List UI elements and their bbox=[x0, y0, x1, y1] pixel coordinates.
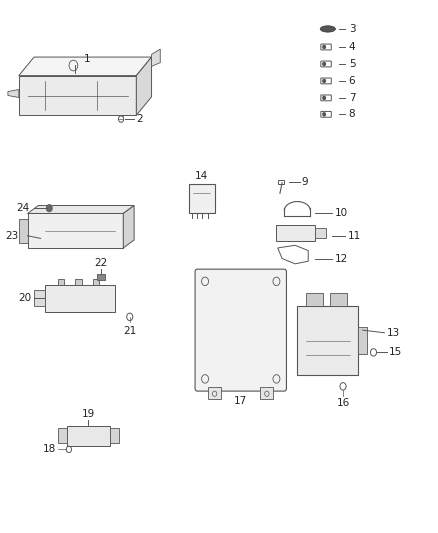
Bar bbox=[278, 180, 284, 184]
Bar bbox=[58, 279, 64, 285]
Bar bbox=[208, 387, 221, 399]
Polygon shape bbox=[28, 214, 123, 248]
Bar bbox=[34, 290, 45, 306]
Bar bbox=[330, 293, 347, 306]
Text: 18: 18 bbox=[42, 445, 56, 455]
Bar bbox=[315, 228, 325, 238]
Text: 19: 19 bbox=[82, 409, 95, 419]
Text: 21: 21 bbox=[123, 326, 136, 336]
Ellipse shape bbox=[320, 26, 336, 32]
Text: 7: 7 bbox=[349, 93, 355, 103]
Text: 20: 20 bbox=[19, 293, 32, 303]
Text: 5: 5 bbox=[349, 59, 355, 69]
Text: 2: 2 bbox=[136, 114, 143, 124]
Polygon shape bbox=[8, 90, 19, 98]
FancyBboxPatch shape bbox=[195, 269, 286, 391]
Bar bbox=[75, 279, 82, 285]
Bar bbox=[358, 327, 367, 354]
Bar bbox=[306, 293, 323, 306]
Circle shape bbox=[323, 45, 325, 49]
Text: 6: 6 bbox=[349, 76, 355, 86]
Circle shape bbox=[46, 205, 52, 212]
Bar bbox=[110, 428, 119, 443]
Bar bbox=[45, 285, 115, 312]
Text: 3: 3 bbox=[349, 24, 355, 34]
Circle shape bbox=[323, 96, 325, 100]
Bar bbox=[260, 387, 273, 399]
Circle shape bbox=[323, 79, 325, 83]
Bar bbox=[297, 306, 358, 375]
Text: 15: 15 bbox=[389, 348, 402, 358]
Polygon shape bbox=[136, 57, 152, 115]
Bar bbox=[58, 428, 67, 443]
Text: 13: 13 bbox=[387, 328, 400, 338]
Polygon shape bbox=[28, 206, 134, 214]
Text: 16: 16 bbox=[336, 398, 350, 408]
Polygon shape bbox=[19, 219, 28, 243]
Text: 12: 12 bbox=[334, 254, 348, 263]
Bar bbox=[97, 274, 105, 280]
Circle shape bbox=[323, 62, 325, 66]
Text: 11: 11 bbox=[347, 231, 360, 241]
Bar bbox=[67, 425, 110, 446]
Text: 10: 10 bbox=[334, 208, 347, 219]
Circle shape bbox=[323, 113, 325, 116]
Text: 17: 17 bbox=[234, 397, 247, 406]
Text: 8: 8 bbox=[349, 109, 355, 119]
Polygon shape bbox=[19, 57, 152, 76]
Polygon shape bbox=[123, 206, 134, 248]
Text: 9: 9 bbox=[302, 176, 308, 187]
Text: 4: 4 bbox=[349, 42, 355, 52]
Text: 24: 24 bbox=[17, 203, 30, 213]
Text: 14: 14 bbox=[195, 171, 208, 181]
Bar bbox=[93, 279, 99, 285]
Polygon shape bbox=[152, 49, 160, 66]
Text: 22: 22 bbox=[95, 257, 108, 268]
Bar bbox=[188, 184, 215, 214]
Polygon shape bbox=[19, 76, 136, 115]
Text: 1: 1 bbox=[84, 54, 91, 64]
Text: 23: 23 bbox=[6, 231, 19, 241]
Bar bbox=[276, 225, 315, 241]
